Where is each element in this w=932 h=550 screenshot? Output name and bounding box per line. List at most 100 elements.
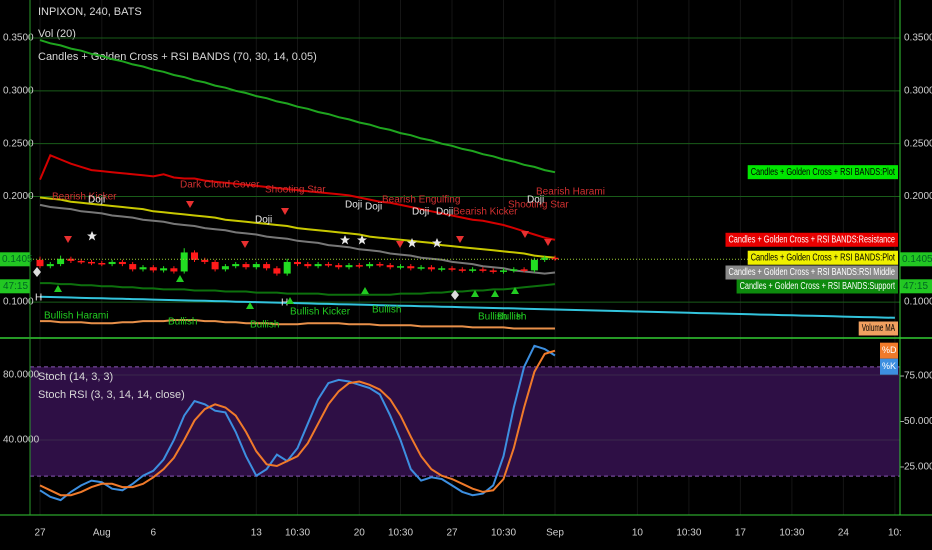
price-tag — [900, 252, 932, 267]
pattern-label: Doji — [436, 207, 453, 218]
candle-body — [180, 252, 188, 272]
x-tick-label: 27 — [446, 528, 458, 539]
legend-entry: %D — [882, 345, 897, 355]
x-tick-label: 10:30 — [285, 528, 310, 539]
candle-body — [489, 270, 497, 272]
marker-up — [54, 285, 62, 292]
candle-body — [448, 268, 456, 270]
candle-body — [232, 264, 240, 267]
indicator-title: Stoch (14, 3, 3) — [38, 371, 113, 383]
legend-entry: Volume MA — [862, 323, 896, 334]
legend-entry: Candles + Golden Cross + RSI BANDS:Resis… — [729, 234, 896, 245]
candle-body — [273, 268, 281, 274]
pattern-label: Bullish — [478, 312, 507, 323]
candle-body — [530, 259, 538, 271]
x-tick-label: 27 — [34, 528, 46, 539]
candle-body — [469, 269, 477, 271]
pattern-label: Shooting Star — [265, 185, 326, 196]
marker-star — [432, 238, 442, 248]
y-tick-label: 80.0000 — [3, 370, 40, 381]
y-tick-label: 0.2000 — [3, 191, 34, 202]
pattern-label: Bearish Kicker — [52, 192, 117, 203]
y-tick-label: 0.1000 — [904, 297, 932, 308]
series-label-box — [858, 321, 898, 336]
series-label-box — [725, 232, 898, 247]
candle-body — [335, 265, 343, 268]
marker-star — [87, 231, 97, 241]
pattern-label: Bullish — [168, 317, 197, 328]
series-label-box — [747, 250, 898, 265]
candle-body — [129, 264, 137, 270]
candle-body — [201, 259, 209, 262]
candle-body — [510, 269, 518, 271]
pattern-label: Shooting Star — [508, 200, 569, 211]
pattern-label: Doji — [88, 195, 105, 206]
pattern-label: Bullish Kicker — [290, 307, 351, 318]
x-tick-label: 10: — [888, 528, 902, 539]
marker-down — [456, 236, 464, 243]
x-tick-label: 17 — [735, 528, 747, 539]
candle-body — [500, 270, 507, 272]
pattern-label: Bullish — [250, 320, 279, 331]
legend-entry: Candles + Golden Cross + RSI BANDS:Plot — [751, 167, 895, 178]
pattern-label: Bullish — [372, 305, 401, 316]
candle-body — [283, 261, 291, 274]
candle-body — [438, 268, 446, 270]
candle-body — [67, 258, 75, 261]
series-line — [39, 203, 556, 275]
pattern-label: H — [35, 293, 42, 304]
price-tag-label: 0.1405 — [902, 254, 932, 265]
y-tick-label: 0.2500 — [904, 138, 932, 149]
marker-down — [241, 241, 249, 248]
marker-down — [281, 208, 289, 215]
candle-body — [551, 257, 559, 260]
candle-body — [263, 264, 271, 269]
price-tag — [0, 252, 30, 267]
marker-star — [340, 235, 350, 245]
countdown-tag — [900, 279, 932, 294]
pattern-label: Dark Cloud Cover — [180, 180, 260, 191]
price-tag-label: 0.1405 — [2, 254, 33, 265]
candle-body — [108, 261, 116, 265]
y-tick-label: 0.2000 — [904, 191, 932, 202]
y-tick-label: 0.1000 — [3, 297, 34, 308]
candle-body — [160, 268, 168, 271]
marker-up — [246, 302, 254, 309]
candle-body — [376, 264, 384, 266]
candle-body — [149, 267, 157, 271]
marker-down — [64, 236, 72, 243]
x-tick-label: 10 — [632, 528, 644, 539]
indicator-title: Candles + Golden Cross + RSI BANDS (70, … — [38, 51, 317, 63]
pattern-label: Doji — [255, 215, 272, 226]
marker-star — [357, 235, 367, 245]
candle-body — [458, 269, 466, 271]
candle-body — [252, 264, 260, 268]
y-tick-label: 0.2500 — [3, 138, 34, 149]
candle-body — [366, 264, 374, 267]
indicator-title: Stoch RSI (3, 3, 14, 14, close) — [38, 389, 185, 401]
x-tick-label: 20 — [354, 528, 366, 539]
marker-up — [361, 287, 369, 294]
candle-body — [355, 265, 363, 267]
candle-body — [46, 264, 54, 267]
candle-body — [221, 266, 229, 270]
countdown-label: 47:15 — [3, 281, 28, 292]
series-line — [39, 295, 895, 319]
x-tick-label: 10:30 — [676, 528, 701, 539]
pattern-label: H — [516, 312, 523, 323]
candle-body — [386, 265, 394, 268]
indicator-title: Vol (20) — [38, 28, 76, 40]
series-line — [39, 349, 556, 497]
candle-body — [88, 261, 95, 264]
marker-up — [471, 290, 479, 297]
candle-body — [139, 267, 147, 270]
marker-up — [511, 287, 519, 294]
series-line — [40, 319, 555, 330]
marker-up — [176, 275, 184, 282]
legend-entry: Candles + Golden Cross + RSI BANDS:Plot — [751, 252, 895, 263]
y2-tick-label: 25.0000 — [904, 462, 932, 473]
candle-body — [36, 259, 44, 267]
marker-down — [544, 239, 552, 246]
candle-body — [211, 261, 219, 270]
